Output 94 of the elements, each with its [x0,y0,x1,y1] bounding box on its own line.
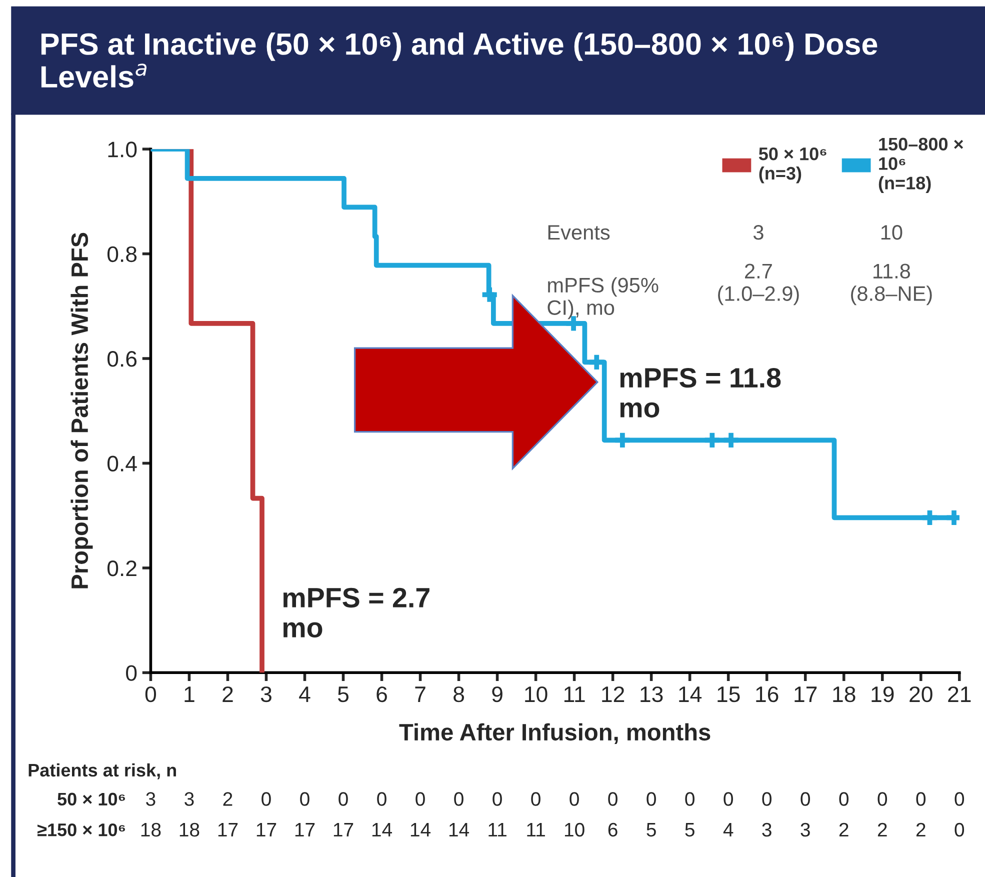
text: 2 [878,822,887,836]
text: 0 [685,792,694,806]
y-tick-label: 0.4 [107,456,137,472]
text: 0 [724,792,733,806]
point [615,432,630,448]
text: 3 [146,792,156,806]
x-tick-label: 21 [948,686,971,702]
text: 11 [488,823,506,836]
annotation: 3 [753,225,764,240]
legend-label: 50 × 10⁶ (n=3) [758,147,826,184]
text: 0 [646,792,656,806]
text: 3 [800,822,810,837]
x-tick-label: 3 [260,686,272,702]
x-tick-label: 16 [756,686,778,702]
text: 0 [454,792,464,806]
x-tick-label: 18 [833,686,856,702]
text: 14 [449,823,470,836]
text: 2 [916,822,926,836]
text: 0 [608,792,618,806]
text: 0 [878,792,888,806]
text: 0 [839,792,849,806]
text: 4 [723,823,734,836]
x-tick-label: 17 [794,686,817,702]
x-tick-label: 4 [299,686,310,702]
text: 6 [608,822,618,837]
annotation: Events [548,225,610,240]
x-tick-label: 1 [184,686,194,702]
y-tick-label: 0 [126,665,137,681]
text: 0 [262,792,271,806]
text: 0 [300,792,310,806]
text: ≥150 × 10⁶ [38,823,125,836]
x-tick-label: 2 [222,686,233,702]
x-tick-label: 8 [454,686,464,702]
y-tick-label: 0.2 [107,560,136,576]
text: 0 [954,822,964,837]
annotation: mPFS (95% CI), mo [548,277,658,320]
text: 0 [762,792,772,806]
point [704,432,720,448]
x-tick-label: 15 [718,686,740,702]
text: 0 [377,792,386,806]
x-tick-label: 0 [145,686,156,702]
point [922,510,938,525]
text: 0 [338,792,348,806]
y-tick-label: 1.0 [108,142,137,158]
text: 0 [916,792,926,806]
x-tick-label: 6 [376,686,387,702]
text: 11 [527,823,545,836]
annotation: mPFS = 2.7 mo [283,588,430,638]
text: 3 [184,792,194,806]
point [724,432,738,448]
text: 0 [416,792,425,806]
text: 0 [800,792,810,806]
text: 2 [839,822,848,836]
point [482,287,497,302]
text: 2 [223,792,232,806]
text: 17 [334,823,354,836]
text: 17 [218,823,238,836]
x-tick-label: 14 [679,686,702,702]
x-tick-label: 20 [910,686,932,702]
text: 14 [372,823,392,836]
text: 17 [295,823,315,836]
text: 5 [646,823,656,837]
text: 17 [256,823,276,836]
text: 14 [410,823,431,836]
annotation: 10 [881,225,902,240]
annotation: mPFS = 11.8 mo [620,368,781,418]
text: Patients at risk, n [28,763,176,780]
x-tick-label: 12 [602,686,624,702]
text: 50 × 10⁶ [58,792,125,806]
x-tick-label: 10 [525,686,548,702]
text: 3 [762,822,772,837]
text: 10 [564,822,584,837]
text: 18 [180,822,200,837]
legend-label: 150–800 × 10⁶ (n=18) [878,138,964,194]
x-tick-label: 19 [872,686,894,702]
text: 0 [570,792,579,806]
x-tick-label: 5 [338,686,348,702]
y-axis-title: Proportion of Patients With PFS [70,232,93,588]
point [589,354,604,370]
x-tick-label: 13 [640,686,663,702]
text: 18 [141,822,161,837]
y-tick-label: 0.8 [107,246,137,262]
text: 0 [954,792,964,806]
x-tick-label: 7 [415,686,426,702]
x-axis-title: Time After Infusion, months [399,723,710,744]
text: 5 [685,823,694,837]
annotation: 11.8 (8.8–NE) [851,264,932,306]
text: 0 [492,792,502,806]
chart-title: PFS at Inactive (50 × 10⁶) and Active (150–800 × 10⁶) Dose Levels$^{a}$ [41,32,878,88]
x-tick-label: 11 [564,686,585,702]
x-tick-label: 9 [492,686,502,702]
text: 0 [531,792,540,806]
y-tick-label: 0.6 [107,351,137,367]
annotation: 2.7 (1.0–2.9) [718,264,799,306]
